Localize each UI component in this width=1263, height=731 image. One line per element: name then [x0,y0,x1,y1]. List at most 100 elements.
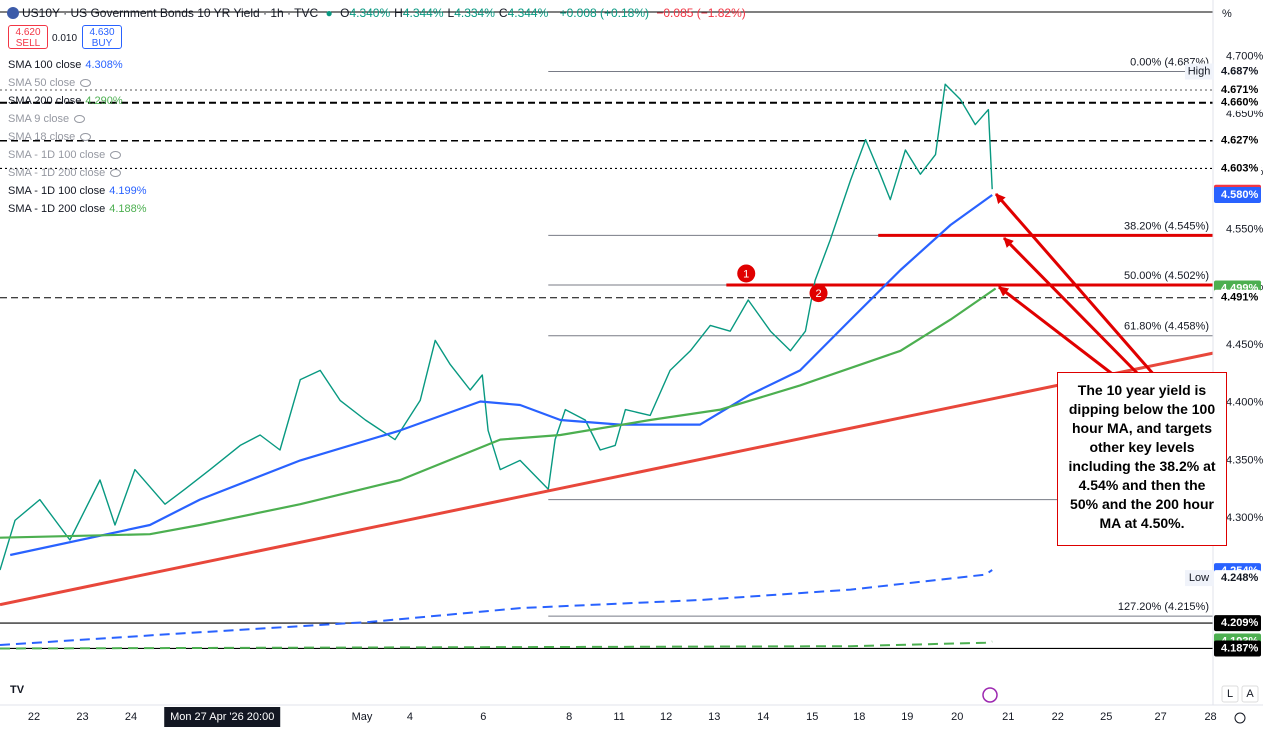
percent-toggle[interactable]: % [1222,8,1232,20]
ohlc-key: O [340,6,350,20]
indicator-value: 4.308% [85,59,123,71]
auto-button[interactable] [1241,685,1259,703]
price-tag-label: 4.603% [1221,162,1259,174]
settings-icon[interactable] [1234,712,1246,724]
buy-label: BUY [91,38,113,49]
indicator-name: SMA - 1D 200 close [8,167,106,179]
ohlc-key: C [498,6,508,20]
buy-price: 4.630 [89,27,115,38]
series-line [0,351,1214,607]
ohlc-key: L [447,6,455,20]
auto-button-label[interactable]: A [1246,688,1254,700]
indicator-name: SMA 18 close [8,131,76,143]
level-label: 38.20% (4.545%) [1124,220,1209,232]
x-tick-label: 8 [566,711,572,723]
price-tag-side-label: Low [1189,572,1209,584]
event-icon[interactable] [982,687,998,703]
price-tag [1214,615,1261,632]
hidden-icon [110,169,122,178]
log-button-label[interactable]: L [1227,688,1233,700]
price-tag [1214,187,1261,203]
price-tag-label: 4.671% [1221,84,1259,96]
level-label: 50.00% (4.502%) [1124,270,1209,282]
level-label: 61.80% (4.458%) [1124,321,1209,333]
y-tick-label: 4.300% [1226,512,1263,524]
y-tick-label: 4.650% [1226,108,1263,120]
price-tag-label: 4.627% [1221,135,1259,147]
log-button[interactable] [1221,685,1239,703]
indicator-value: 4.199% [109,185,147,197]
status-dot: ● [325,6,333,20]
indicator-value: 4.290% [85,95,123,107]
series-line [0,569,993,646]
ohlc-key: H [394,6,403,20]
price-tag-label: 4.491% [1221,292,1259,304]
series-line [0,287,997,539]
indicator-row: SMA 50 close [8,74,147,92]
indicator-row: SMA 9 close [8,110,147,128]
x-tick-label: 4 [407,711,413,723]
ohlc-value: 4.344% [507,6,549,20]
arrow [1002,236,1142,378]
price-tag [1214,289,1261,306]
tv-logo: TV [10,684,25,696]
indicator-name: SMA - 1D 200 close [8,203,106,215]
series-line [0,83,993,571]
x-tick-label: 23 [76,711,88,723]
series-line [9,194,993,557]
indicator-name: SMA - 1D 100 close [8,149,106,161]
y-tick-label: 4.700% [1226,50,1263,62]
indicator-name: SMA 200 close [8,95,82,107]
x-tick-label: 19 [901,711,913,723]
price-tag-side [1185,570,1214,587]
indicator-name: SMA 100 close [8,59,82,71]
marker [809,284,828,303]
x-tick-label: 25 [1100,711,1112,723]
x-tick-label: 13 [708,711,720,723]
x-tick-label: 28 [1204,711,1216,723]
y-tick-label: 4.450% [1226,339,1263,351]
price-tag [1214,94,1261,111]
x-tick-label: 15 [806,711,818,723]
price-tag [1214,570,1261,587]
price-tag-label: 4.209% [1221,617,1259,629]
x-tick-label: 27 [1154,711,1166,723]
change: +0.008 (+0.18%) [559,6,650,20]
series-line [0,640,993,650]
symbol: US10Y · US Government Bonds 10 YR Yield … [22,6,319,20]
sell-button[interactable]: 4.620 SELL [8,25,48,49]
x-tick-label: May [352,711,373,723]
indicator-name: SMA - 1D 100 close [8,185,106,197]
price-tag-label: 4.248% [1221,572,1259,584]
annotation: The 10 year yield is dipping below the 1… [1057,372,1227,546]
indicator-value: 4.188% [109,203,147,215]
y-tick-label: 4.350% [1226,454,1263,466]
indicator-name: SMA 9 close [8,113,70,125]
x-tick-label: Mon 27 Apr '26 20:00 [170,711,274,723]
ohlc-value: 4.340% [349,6,391,20]
indicator-row: SMA 18 close [8,128,147,146]
header: US10Y · US Government Bonds 10 YR Yield … [22,6,750,20]
price-tag [1214,160,1261,177]
indicator-row: SMA - 1D 100 close 4.199% [8,182,147,200]
marker-label: 1 [743,268,749,280]
x-tick-label: 22 [28,711,40,723]
x-tick-label: 22 [1052,711,1064,723]
buy-button[interactable]: 4.630 BUY [82,25,122,49]
price-tag-side-label: High [1188,65,1211,77]
price-tag-label: 4.660% [1221,97,1259,109]
arrow [998,285,1116,378]
price-tag-label: 4.187% [1221,642,1259,654]
ohlc-value: 4.344% [402,6,444,20]
x-tick-label: 18 [853,711,865,723]
arrow [994,193,1157,377]
change-session: −0.085 (−1.82%) [656,6,746,20]
price-tag-label: 4.580% [1221,189,1259,201]
x-tick-label: 24 [125,711,137,723]
x-tick-label: 11 [613,711,624,723]
indicator-row: SMA - 1D 100 close [8,146,147,164]
indicator-row: SMA - 1D 200 close [8,164,147,182]
ohlc: O4.340% H4.344% L4.334% C4.344% [340,6,552,20]
